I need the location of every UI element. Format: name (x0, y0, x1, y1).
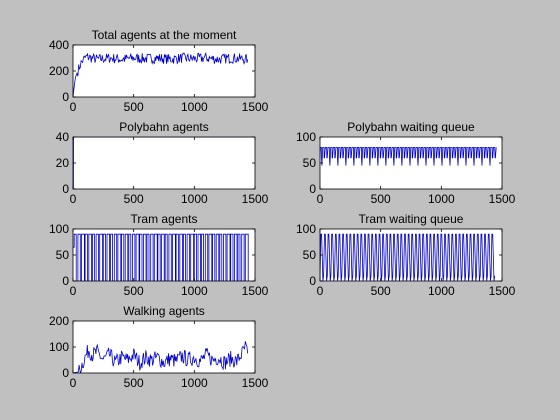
series-line (73, 51, 249, 97)
x-tick-label: 500 (124, 376, 144, 390)
y-tick-label: 400 (49, 38, 69, 52)
x-tick-label: 1000 (181, 376, 208, 390)
series-line (320, 233, 496, 281)
chart-panel: Polybahn agents 0 500 1000 1500 0 20 40 (56, 120, 269, 206)
x-tick-label: 1000 (181, 100, 208, 114)
y-tick-label: 50 (56, 248, 70, 262)
y-tick-label: 100 (49, 340, 69, 354)
x-tick-label: 1500 (242, 100, 269, 114)
chart-title: Tram waiting queue (359, 212, 464, 226)
axes-background (73, 45, 255, 97)
chart-title: Polybahn agents (119, 120, 208, 134)
x-tick-label: 1000 (181, 284, 208, 298)
y-tick-label: 20 (56, 156, 70, 170)
y-tick-label: 0 (62, 274, 69, 288)
y-tick-label: 0 (62, 90, 69, 104)
y-tick-label: 0 (62, 182, 69, 196)
series-line (73, 341, 249, 373)
y-tick-label: 200 (49, 64, 69, 78)
chart-panel: Total agents at the moment 0 500 1000 1500 0 2… (49, 28, 269, 114)
x-tick-label: 1000 (181, 192, 208, 206)
x-tick-label: 1500 (242, 376, 269, 390)
axes-background (73, 137, 255, 189)
x-tick-label: 0 (70, 100, 77, 114)
y-tick-label: 100 (49, 222, 69, 236)
y-tick-label: 100 (296, 222, 316, 236)
chart-panel: Polybahn waiting queue 0 500 1000 1500 0 50 100 (296, 120, 516, 206)
x-tick-label: 0 (317, 284, 324, 298)
x-tick-label: 500 (124, 100, 144, 114)
axes-background (320, 137, 502, 189)
x-tick-label: 500 (371, 284, 391, 298)
chart-panel: Walking agents 0 500 1000 1500 0 100 200 (49, 304, 269, 390)
y-tick-label: 50 (303, 156, 317, 170)
chart-title: Total agents at the moment (92, 28, 237, 42)
y-tick-label: 40 (56, 130, 70, 144)
y-tick-label: 50 (303, 248, 317, 262)
series-line (320, 147, 497, 166)
x-tick-label: 1000 (428, 192, 455, 206)
x-tick-label: 1500 (489, 284, 516, 298)
chart-title: Polybahn waiting queue (347, 120, 475, 134)
x-tick-label: 0 (70, 284, 77, 298)
chart-title: Walking agents (123, 304, 205, 318)
chart-title: Tram agents (131, 212, 198, 226)
chart-panel: Tram waiting queue 0 500 1000 1500 0 50 100 (296, 212, 516, 298)
x-tick-label: 500 (371, 192, 391, 206)
x-tick-label: 500 (124, 284, 144, 298)
x-tick-label: 0 (70, 376, 77, 390)
x-tick-label: 1500 (242, 192, 269, 206)
x-tick-label: 1000 (428, 284, 455, 298)
y-tick-label: 0 (62, 366, 69, 380)
x-tick-label: 1500 (242, 284, 269, 298)
y-tick-label: 100 (296, 130, 316, 144)
x-tick-label: 0 (70, 192, 77, 206)
x-tick-label: 1500 (489, 192, 516, 206)
x-tick-label: 0 (317, 192, 324, 206)
y-tick-label: 200 (49, 314, 69, 328)
x-tick-label: 500 (124, 192, 144, 206)
y-tick-label: 0 (309, 274, 316, 288)
y-tick-label: 0 (309, 182, 316, 196)
chart-panel: Tram agents 0 500 1000 1500 0 50 100 (49, 212, 269, 298)
